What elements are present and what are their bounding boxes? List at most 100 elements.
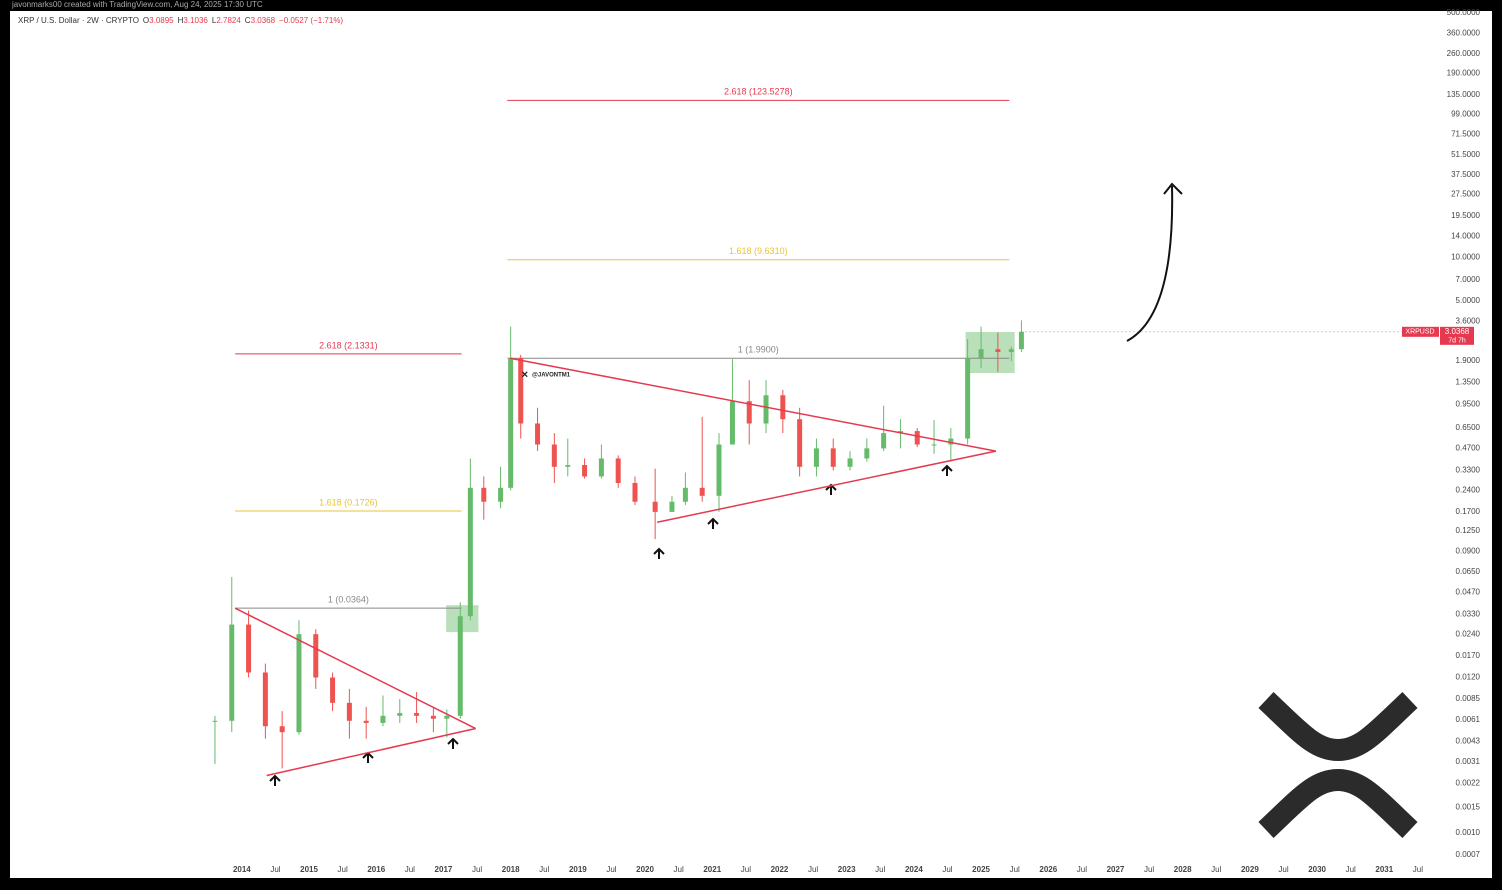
y-tick-label: 0.0015 [1456, 803, 1481, 812]
x-tick-label: Jul [1278, 865, 1288, 874]
candle-body [481, 487, 487, 502]
x-tick-label: Jul [270, 865, 280, 874]
x-tick-label: 2017 [435, 865, 453, 874]
candle-body [380, 715, 386, 723]
y-tick-label: 0.0170 [1456, 651, 1481, 660]
price-tag-name [1402, 326, 1439, 337]
y-tick-label: 99.0000 [1451, 109, 1480, 118]
candle-body [652, 501, 658, 512]
y-tick-label: 0.0120 [1456, 673, 1481, 682]
candle-body [518, 357, 524, 424]
candle-body [615, 458, 621, 484]
x-tick-label: 2030 [1308, 865, 1326, 874]
candle-body [995, 349, 1001, 352]
y-tick-label: 0.0240 [1456, 629, 1481, 638]
y-tick-label: 10.0000 [1451, 252, 1480, 261]
highlight-box [965, 331, 1015, 374]
candle-body [296, 634, 302, 733]
ohlc-value: 3.0368 [251, 16, 276, 25]
y-tick-label: 135.0000 [1447, 90, 1481, 99]
y-tick-label: 1.3500 [1456, 378, 1481, 387]
y-tick-label: 0.0650 [1456, 567, 1481, 576]
ohlc-value: 2.7824 [216, 16, 241, 25]
watermark-x: ✕ [521, 369, 529, 379]
y-tick-label: 1.9000 [1456, 356, 1481, 365]
candle-body [363, 720, 369, 723]
plot-background [10, 11, 1492, 878]
x-tick-label: 2022 [771, 865, 789, 874]
up-arrows [269, 464, 953, 786]
x-tick-label: 2025 [972, 865, 990, 874]
y-tick-label: 0.9500 [1456, 400, 1481, 409]
candle-body [763, 395, 769, 424]
candle-body [746, 401, 752, 424]
x-tick-label: 2018 [502, 865, 520, 874]
x-tick-label: Jul [1211, 865, 1221, 874]
ohlc-value: 3.0895 [149, 16, 174, 25]
candle-body [813, 448, 819, 467]
y-tick-label: 3.6000 [1456, 316, 1481, 325]
x-tick-label: 2023 [838, 865, 856, 874]
ohlc-key: C [245, 16, 251, 25]
candle-body [467, 487, 473, 617]
x-tick-label: Jul [674, 865, 684, 874]
trendline [234, 607, 477, 730]
candle-body [632, 483, 638, 502]
candle-body [682, 487, 688, 502]
y-tick-label: 0.0330 [1456, 609, 1481, 618]
credit: javonmarks00 created with TradingView.co… [11, 0, 263, 9]
y-tick-label: 0.0010 [1456, 828, 1481, 837]
price-tag-value: 3.0368 [1445, 327, 1470, 336]
candle-body [397, 712, 403, 716]
candle-body [346, 702, 352, 721]
y-tick-label: 0.0031 [1456, 757, 1481, 766]
candle-body [830, 448, 836, 467]
ohlc-key: H [178, 16, 184, 25]
candle-body [598, 458, 604, 477]
y-tick-label: 0.2400 [1456, 485, 1481, 494]
fib-label: 1.618 (0.1726) [319, 497, 378, 507]
x-tick-label: 2016 [367, 865, 385, 874]
x-tick-label: Jul [1413, 865, 1423, 874]
candle-body [931, 444, 937, 446]
x-tick-label: Jul [1010, 865, 1020, 874]
y-tick-label: 37.5000 [1451, 170, 1480, 179]
candle-body [498, 487, 504, 502]
y-tick-label: 0.0470 [1456, 587, 1481, 596]
candle-body [669, 501, 675, 512]
price-tag-countdown: 7d 7h [1448, 338, 1466, 345]
fib-label: 2.618 (2.1331) [319, 340, 378, 350]
candle-body [729, 401, 735, 445]
trendline [657, 450, 997, 524]
x-tick-label: 2027 [1107, 865, 1125, 874]
x-tick-label: 2020 [636, 865, 654, 874]
candle-body [262, 672, 268, 727]
x-tick-label: Jul [606, 865, 616, 874]
candle-body [535, 423, 541, 445]
candle-body [279, 726, 285, 733]
x-tick-label: 2014 [233, 865, 251, 874]
ohlc-key: O [143, 16, 149, 25]
y-tick-label: 190.0000 [1447, 69, 1481, 78]
x-tick-label: 2026 [1039, 865, 1057, 874]
y-tick-label: 0.6500 [1456, 423, 1481, 432]
x-tick-label: 2015 [300, 865, 318, 874]
candle-body [414, 712, 420, 716]
candle-body [508, 357, 514, 488]
y-tick-label: 0.4700 [1456, 443, 1481, 452]
watermark: @JAVONTM1 [532, 373, 571, 379]
x-tick-label: Jul [808, 865, 818, 874]
x-tick-label: Jul [875, 865, 885, 874]
y-tick-label: 51.5000 [1451, 150, 1480, 159]
x-tick-label: Jul [539, 865, 549, 874]
y-tick-label: 0.1250 [1456, 526, 1481, 535]
y-tick-label: 0.0085 [1456, 694, 1481, 703]
candle-body [847, 458, 853, 467]
y-tick-label: 27.5000 [1451, 189, 1480, 198]
candle-body [565, 465, 571, 467]
candle-body [229, 624, 235, 721]
candle-body [1008, 349, 1014, 352]
candle-body [212, 720, 218, 722]
candle-body [699, 487, 705, 496]
